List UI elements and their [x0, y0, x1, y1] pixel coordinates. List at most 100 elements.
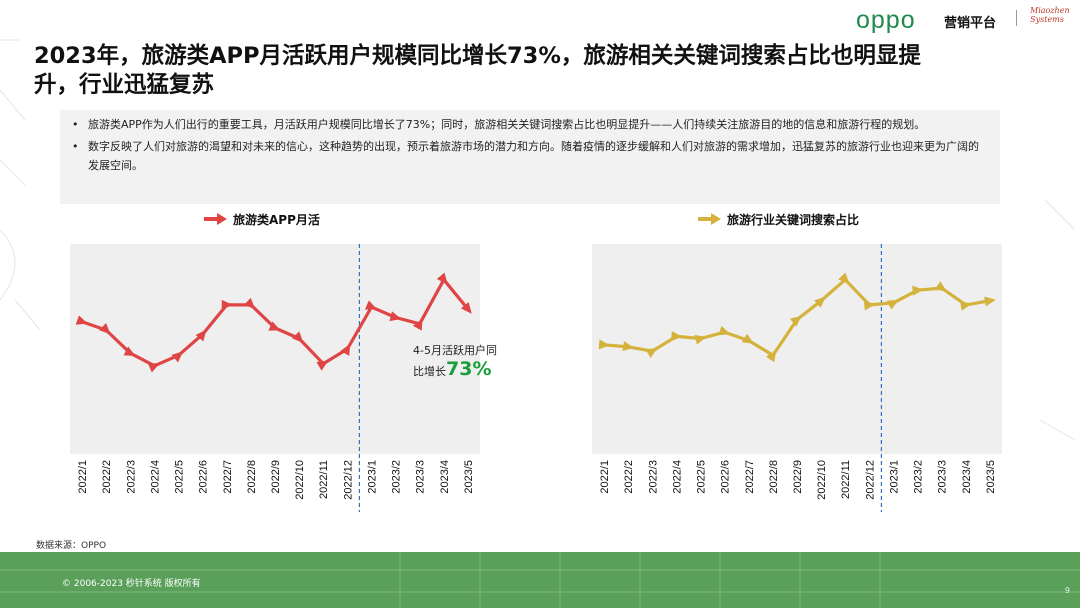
x-tick-label: 2022/12: [342, 460, 354, 500]
data-point: [741, 333, 754, 344]
x-tick-label: 2022/11: [840, 460, 852, 499]
page-number: 9: [1064, 586, 1070, 595]
x-tick-label: 2023/4: [961, 460, 973, 494]
x-tick-label: 2022/7: [744, 460, 756, 494]
annotation-value: 73%: [446, 358, 492, 380]
x-tick-label: 2022/4: [149, 460, 161, 494]
bullet-item: • 旅游类APP作为人们出行的重要工具，月活跃用户规模同比增长了73%；同时，旅…: [70, 115, 988, 134]
data-point: [984, 296, 996, 307]
data-point: [171, 351, 184, 363]
data-point: [99, 323, 111, 335]
data-point: [718, 325, 731, 336]
data-point: [960, 300, 972, 311]
x-tick-label: 2022/8: [768, 460, 780, 494]
x-tick-label: 2023/1: [888, 460, 900, 494]
chart-app-mau: 2022/1 2022/2 2022/3 2022/4 2022/5 2022/6 2022…: [70, 244, 480, 512]
data-point: [863, 300, 876, 311]
data-point: [195, 329, 207, 342]
data-point: [886, 300, 899, 310]
header-divider: [1016, 10, 1017, 26]
x-tick-label: 2023/3: [937, 460, 949, 494]
data-point: [598, 339, 611, 350]
data-point: [268, 321, 281, 331]
legend-label: 旅游行业关键词搜索占比: [727, 212, 860, 227]
x-tick-label: 2022/10: [294, 460, 306, 500]
bullet-text: 数字反映了人们对旅游的渴望和对未来的信心，这种趋势的出现，预示着旅游市场的潜力和…: [88, 140, 979, 172]
data-point: [789, 315, 802, 327]
x-tick-label: 2022/2: [101, 460, 113, 494]
legend-search-share: 旅游行业关键词搜索占比: [697, 208, 859, 230]
x-tick-label: 2022/6: [720, 460, 732, 494]
footer: © 2006-2023 秒针系统 版权所有 9: [0, 552, 1080, 608]
x-tick-label: 2023/2: [913, 460, 925, 494]
data-point: [147, 363, 160, 373]
chart-search-share: 2022/1 2022/2 2022/3 2022/4 2022/5 2022/6 2022…: [592, 244, 1002, 512]
data-point: [670, 330, 683, 341]
plot-area: [70, 244, 480, 454]
legend-app-mau: 旅游类APP月活: [203, 208, 320, 230]
data-point: [292, 331, 304, 343]
data-point: [814, 296, 826, 308]
data-point: [694, 334, 707, 345]
data-point: [340, 343, 351, 356]
x-tick-label: 2022/4: [671, 460, 683, 494]
data-point: [436, 272, 448, 285]
data-point: [364, 300, 377, 310]
x-tick-label: 2022/9: [270, 460, 282, 494]
data-point: [221, 299, 233, 310]
data-point: [316, 360, 329, 371]
x-tick-label: 2022/2: [623, 460, 635, 494]
data-point: [123, 346, 136, 356]
annotation-line1: 4-5月活跃用户同: [413, 344, 497, 357]
x-tick-label: 2022/5: [174, 460, 186, 494]
bullet-text: 旅游类APP作为人们出行的重要工具，月活跃用户规模同比增长了73%；同时，旅游相…: [88, 118, 926, 131]
x-tick-label: 2023/1: [366, 460, 378, 494]
copyright: © 2006-2023 秒针系统 版权所有: [62, 579, 201, 589]
x-tick-label: 2022/1: [599, 460, 611, 494]
annotation-line2: 比增长73%: [413, 360, 533, 381]
x-tick-label: 2022/9: [792, 460, 804, 494]
x-tick-label: 2022/7: [222, 460, 234, 494]
data-point: [912, 285, 924, 296]
x-tick-label: 2022/3: [647, 460, 659, 494]
data-point: [934, 281, 947, 292]
x-tick-label: 2022/12: [864, 460, 876, 500]
x-tick-label: 2023/5: [463, 460, 475, 494]
oppo-logo: oppo: [856, 6, 916, 34]
data-point: [460, 302, 472, 314]
bullet-item: • 数字反映了人们对旅游的渴望和对未来的信心，这种趋势的出现，预示着旅游市场的潜…: [70, 137, 988, 175]
data-source: 数据来源：OPPO: [36, 541, 107, 551]
data-point: [765, 350, 777, 363]
data-point: [243, 297, 256, 310]
legend-arrow-icon: [698, 213, 721, 225]
x-tick-label: 2023/2: [391, 460, 403, 494]
page-title: 2023年，旅游类APP月活跃用户规模同比增长73%，旅游相关关键词搜索占比也明…: [34, 43, 921, 98]
footer-grid: [0, 552, 1080, 608]
data-point: [838, 272, 850, 285]
data-point: [622, 341, 635, 351]
x-tick-label: 2022/8: [246, 460, 258, 494]
data-point: [389, 311, 402, 322]
annotation-text: 比增长: [413, 365, 446, 378]
x-tick-label: 2023/4: [439, 460, 451, 494]
summary-box: • 旅游类APP作为人们出行的重要工具，月活跃用户规模同比增长了73%；同时，旅…: [60, 110, 1000, 204]
legend-label: 旅游类APP月活: [233, 212, 320, 227]
data-point: [75, 315, 88, 325]
x-tick-label: 2022/10: [816, 460, 828, 500]
miaozhen-logo: Miaozhen Systems: [1030, 6, 1070, 24]
data-point: [412, 318, 423, 331]
growth-annotation: 4-5月活跃用户同 比增长73%: [413, 342, 533, 381]
x-tick-label: 2022/11: [318, 460, 330, 499]
legend-arrow-icon: [204, 213, 227, 225]
x-tick-label: 2023/3: [415, 460, 427, 494]
data-point: [645, 347, 658, 358]
x-tick-label: 2022/5: [696, 460, 708, 494]
x-tick-label: 2022/1: [77, 460, 89, 494]
brand-subtitle: 营销平台: [944, 16, 997, 31]
x-tick-label: 2023/5: [985, 460, 997, 494]
x-tick-label: 2022/6: [198, 460, 210, 494]
bullet-dot: •: [72, 118, 79, 131]
bullet-dot: •: [72, 140, 79, 153]
plot-area: [592, 244, 1002, 454]
